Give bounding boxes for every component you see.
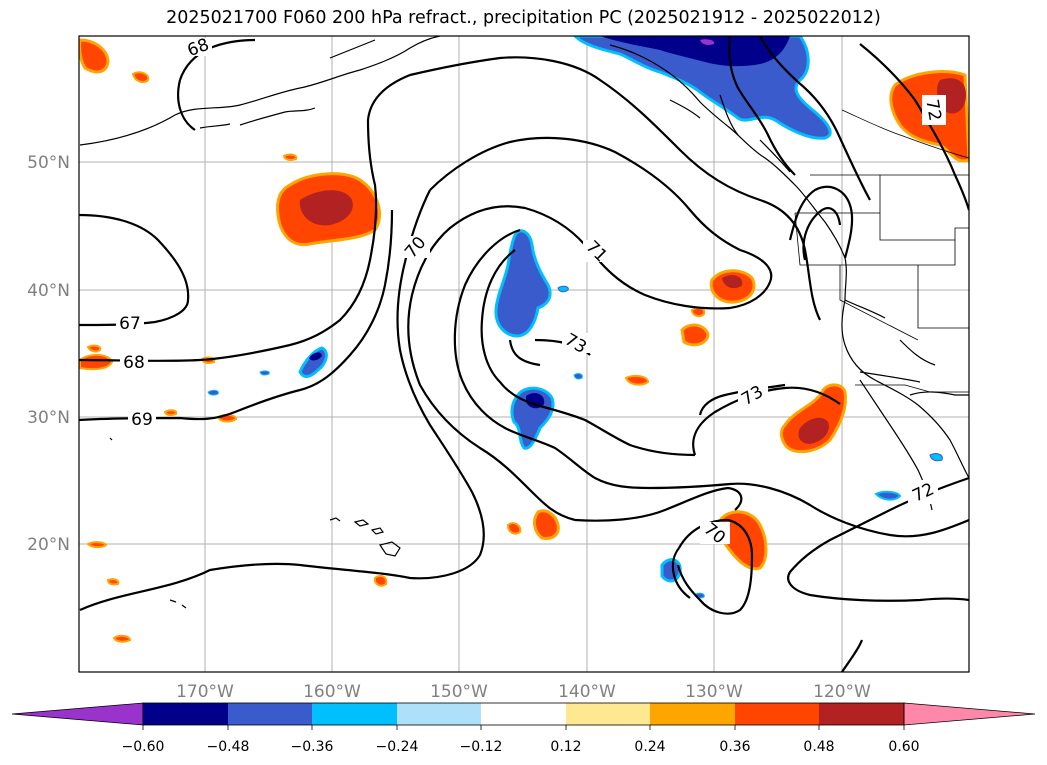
- longitude-labels: 170°W 160°W 150°W 140°W 130°W 120°W: [176, 682, 871, 702]
- colorbar-tick-label: 0.24: [634, 739, 665, 755]
- map-border: [78, 35, 970, 673]
- colorbar-tick-label: −0.48: [207, 739, 250, 755]
- colorbar-segment: [819, 703, 904, 725]
- contour-label: 68: [123, 353, 145, 373]
- latitude-labels: 50°N 40°N 30°N 20°N: [27, 153, 70, 555]
- coastlines: [79, 36, 969, 511]
- lat-label-40n: 40°N: [27, 281, 70, 301]
- colorbar-segment: [566, 703, 650, 725]
- colorbar-tick-label: 0.60: [888, 739, 919, 755]
- contour-label: 72: [921, 98, 944, 123]
- contour-label: 69: [131, 410, 153, 430]
- political-borders: [794, 109, 969, 393]
- lat-label-50n: 50°N: [27, 153, 70, 173]
- colorbar-segment: [397, 703, 481, 725]
- colorbar-tick-label: −0.60: [122, 739, 165, 755]
- colorbar-segment: [650, 703, 735, 725]
- colorbar-segment: [228, 703, 312, 725]
- precip-patch-58n-178w: [79, 38, 110, 74]
- map-title: 2025021700 F060 200 hPa refract., precip…: [166, 8, 881, 28]
- contour-label-backgrounds: [116, 38, 946, 544]
- lon-label-130w: 130°W: [685, 682, 743, 702]
- lat-label-20n: 20°N: [27, 535, 70, 555]
- lon-label-140w: 140°W: [558, 682, 616, 702]
- colorbar-segment: [143, 703, 228, 725]
- lon-label-150w: 150°W: [430, 682, 488, 702]
- colorbar-tick-label: 0.48: [803, 739, 834, 755]
- colorbar-tick-label: 0.36: [719, 739, 750, 755]
- contour-label: 67: [119, 314, 141, 334]
- precip-patch-30n-121w: [779, 383, 848, 454]
- colorbar: −0.60 −0.48 −0.36 −0.24 −0.12 0.12 0.24 …: [11, 702, 1036, 755]
- colorbar-frame: [142, 702, 905, 726]
- colorbar-tick-label: −0.12: [460, 739, 503, 755]
- contour-lines: [79, 36, 969, 672]
- precip-patch-40n-146w: [494, 229, 552, 338]
- islands: [109, 437, 401, 609]
- lon-label-120w: 120°W: [813, 682, 871, 702]
- map-area: [79, 36, 969, 672]
- lon-label-160w: 160°W: [303, 682, 361, 702]
- precip-negative-areas: [207, 36, 943, 599]
- colorbar-tick-label: −0.36: [291, 739, 334, 755]
- colorbar-tick-label: 0.12: [550, 739, 581, 755]
- colorbar-low-extension: [11, 702, 144, 726]
- colorbar-segment: [481, 703, 566, 725]
- lon-label-170w: 170°W: [176, 682, 234, 702]
- colorbar-tick-label: −0.24: [376, 739, 419, 755]
- colorbar-segment: [735, 703, 819, 725]
- colorbar-high-extension: [903, 702, 1036, 726]
- lat-label-30n: 30°N: [27, 408, 70, 428]
- colorbar-segment: [312, 703, 397, 725]
